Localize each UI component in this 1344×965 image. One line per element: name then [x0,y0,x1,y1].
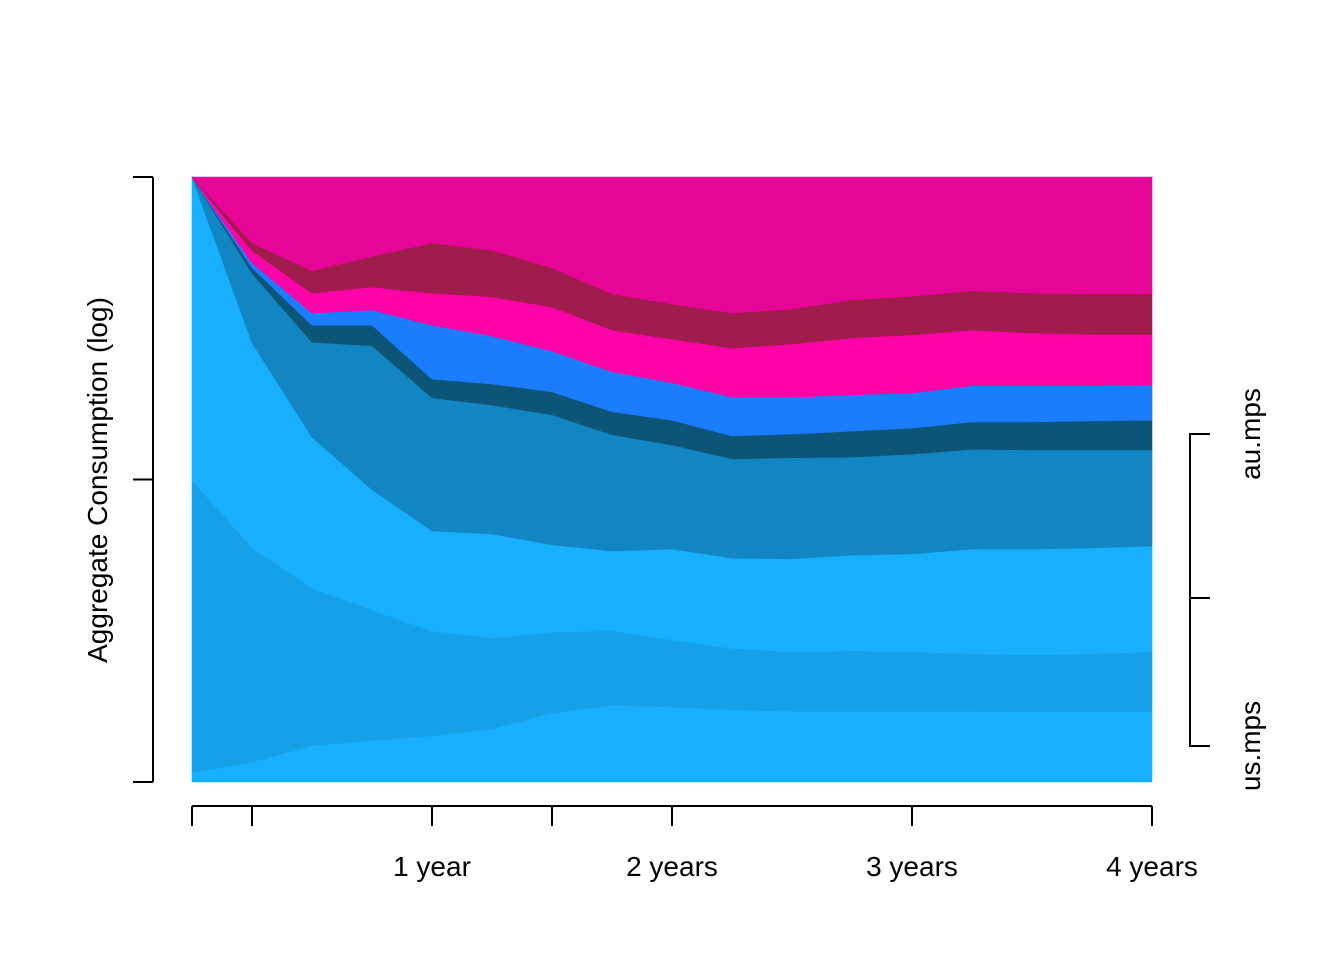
x-axis [191,805,1153,826]
x-tick-label: 3 years [866,851,958,882]
area-layer-9 [191,176,1153,314]
right-label-au-mps: au.mps [1235,388,1266,480]
x-tick-label: 4 years [1106,851,1198,882]
y-axis-line [133,176,154,783]
right-axis [1189,433,1210,747]
x-tick-label: 2 years [626,851,718,882]
y-axis [133,176,154,783]
y-axis-label: Aggregate Consumption (log) [82,297,113,663]
x-tick-labels: 1 year 2 years 3 years 4 years [393,851,1198,882]
area-layers [191,176,1153,783]
x-tick-label: 1 year [393,851,471,882]
right-label-us-mps: us.mps [1235,701,1266,791]
